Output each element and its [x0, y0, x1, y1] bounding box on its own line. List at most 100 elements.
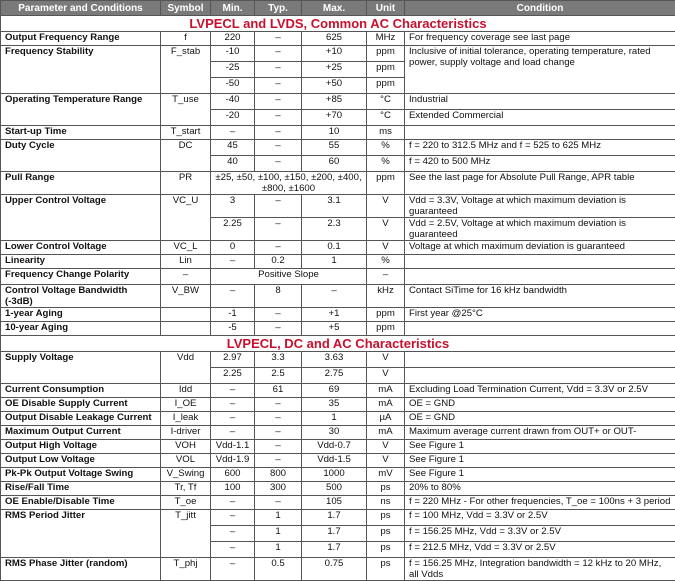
condition-cell: Vdd = 2.5V, Voltage at which maximum dev…	[405, 218, 675, 241]
condition-cell: See the last page for Absolute Pull Rang…	[405, 172, 675, 195]
condition-cell	[405, 269, 675, 285]
merged-value-cell: ±25, ±50, ±100, ±150, ±200, ±400, ±800, …	[211, 172, 367, 195]
parameter-cell: Frequency Change Polarity	[1, 269, 161, 285]
symbol-cell: DC	[161, 140, 211, 172]
condition-cell: Voltage at which maximum deviation is gu…	[405, 241, 675, 255]
min-cell: Vdd-1.9	[211, 454, 255, 468]
condition-cell: Maximum average current drawn from OUT+ …	[405, 426, 675, 440]
parameter-cell: Duty Cycle	[1, 140, 161, 172]
max-cell: 55	[302, 140, 367, 156]
max-cell: +25	[302, 62, 367, 78]
unit-cell: ns	[367, 496, 405, 510]
max-cell: 3.63	[302, 352, 367, 368]
parameter-cell: Pk-Pk Output Voltage Swing	[1, 468, 161, 482]
max-cell: 35	[302, 398, 367, 412]
unit-cell: V	[367, 241, 405, 255]
unit-cell: ppm	[367, 308, 405, 322]
max-cell: 1	[302, 255, 367, 269]
max-cell: 30	[302, 426, 367, 440]
min-cell: 100	[211, 482, 255, 496]
section-title: LVPECL, DC and AC Characteristics	[1, 336, 675, 352]
unit-cell: ppm	[367, 62, 405, 78]
symbol-cell: V_Swing	[161, 468, 211, 482]
parameter-cell: Supply Voltage	[1, 352, 161, 384]
unit-cell: V	[367, 195, 405, 218]
parameter-cell: OE Enable/Disable Time	[1, 496, 161, 510]
header-symbol: Symbol	[161, 1, 211, 16]
unit-cell: ppm	[367, 322, 405, 336]
min-cell: 45	[211, 140, 255, 156]
typ-cell: 1	[255, 510, 302, 526]
typ-cell: –	[255, 195, 302, 218]
unit-cell: V	[367, 218, 405, 241]
parameter-cell: Pull Range	[1, 172, 161, 195]
unit-cell: kHz	[367, 285, 405, 308]
parameter-cell: Output High Voltage	[1, 440, 161, 454]
condition-cell: f = 220 MHz - For other frequencies, T_o…	[405, 496, 675, 510]
max-cell: Vdd-0.7	[302, 440, 367, 454]
min-cell: 40	[211, 156, 255, 172]
typ-cell: –	[255, 32, 302, 46]
symbol-cell: VOL	[161, 454, 211, 468]
typ-cell: 8	[255, 285, 302, 308]
parameter-cell: RMS Phase Jitter (random)	[1, 558, 161, 581]
unit-cell: °C	[367, 94, 405, 110]
unit-cell: MHz	[367, 32, 405, 46]
max-cell: –	[302, 285, 367, 308]
typ-cell: –	[255, 426, 302, 440]
condition-cell: See Figure 1	[405, 454, 675, 468]
min-cell: 2.97	[211, 352, 255, 368]
typ-cell: –	[255, 412, 302, 426]
parameter-cell: OE Disable Supply Current	[1, 398, 161, 412]
max-cell: 1000	[302, 468, 367, 482]
header-min: Min.	[211, 1, 255, 16]
symbol-cell: PR	[161, 172, 211, 195]
typ-cell: –	[255, 126, 302, 140]
min-cell: -20	[211, 110, 255, 126]
min-cell: Vdd-1.1	[211, 440, 255, 454]
parameter-cell: Output Low Voltage	[1, 454, 161, 468]
min-cell: -25	[211, 62, 255, 78]
min-cell: 3	[211, 195, 255, 218]
max-cell: +70	[302, 110, 367, 126]
table-row: Frequency Change Polarity–Positive Slope…	[1, 269, 675, 285]
max-cell: +85	[302, 94, 367, 110]
min-cell: -50	[211, 78, 255, 94]
unit-cell: ps	[367, 558, 405, 581]
unit-cell: –	[367, 269, 405, 285]
header-row: Parameter and Conditions Symbol Min. Typ…	[1, 1, 675, 16]
max-cell: 1.7	[302, 526, 367, 542]
condition-cell: f = 212.5 MHz, Vdd = 3.3V or 2.5V	[405, 542, 675, 558]
max-cell: 0.1	[302, 241, 367, 255]
min-cell: 600	[211, 468, 255, 482]
unit-cell: %	[367, 255, 405, 269]
parameter-cell: Frequency Stability	[1, 46, 161, 94]
symbol-cell: VC_L	[161, 241, 211, 255]
condition-cell: 20% to 80%	[405, 482, 675, 496]
unit-cell: mA	[367, 384, 405, 398]
symbol-cell: VC_U	[161, 195, 211, 241]
unit-cell: ms	[367, 126, 405, 140]
min-cell: –	[211, 412, 255, 426]
typ-cell: –	[255, 94, 302, 110]
condition-cell: f = 156.25 MHz, Integration bandwidth = …	[405, 558, 675, 581]
symbol-cell: T_use	[161, 94, 211, 126]
header-condition: Condition	[405, 1, 675, 16]
condition-cell: Excluding Load Termination Current, Vdd …	[405, 384, 675, 398]
typ-cell: 300	[255, 482, 302, 496]
min-cell: 0	[211, 241, 255, 255]
typ-cell: –	[255, 218, 302, 241]
symbol-cell: T_phj	[161, 558, 211, 581]
symbol-cell: Tr, Tf	[161, 482, 211, 496]
